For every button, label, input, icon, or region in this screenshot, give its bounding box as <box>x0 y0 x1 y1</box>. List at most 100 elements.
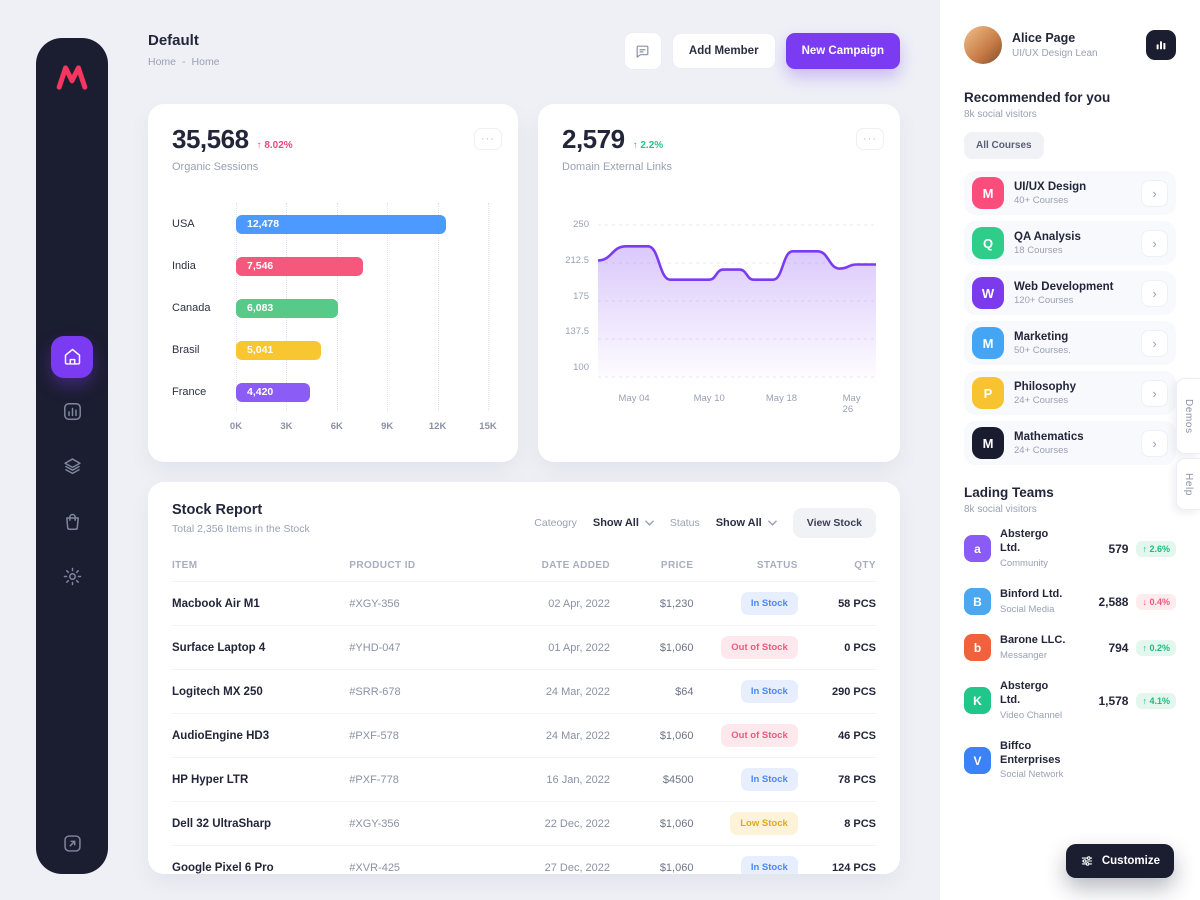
table-row[interactable]: AudioEngine HD3 #PXF-578 24 Mar, 2022 $1,06… <box>172 713 876 757</box>
card-menu-button[interactable]: ··· <box>474 128 502 150</box>
table-row[interactable]: HP Hyper LTR #PXF-778 16 Jan, 2022 $4500 In … <box>172 757 876 801</box>
x-tick-label: May 10 <box>693 393 725 404</box>
bar-value-label: 6,083 <box>247 302 274 314</box>
breadcrumb-home[interactable]: Home <box>148 56 177 68</box>
kpi-value: 35,568 <box>172 124 249 154</box>
tab-help[interactable]: Help <box>1176 458 1200 510</box>
chevron-right-icon[interactable]: › <box>1141 379 1168 407</box>
cell-price: $4500 <box>662 773 694 786</box>
team-item[interactable]: b Barone LLC. Messanger 794 ↑ 0.2% <box>964 625 1176 671</box>
avatar[interactable] <box>964 26 1002 64</box>
line-chart: 250 212.5 175 137.5 100 <box>562 215 876 385</box>
course-title: Mathematics <box>1014 430 1084 443</box>
status-badge: In Stock <box>740 856 798 874</box>
cell-item: Dell 32 UltraSharp <box>172 817 272 830</box>
course-item[interactable]: M UI/UX Design 40+ Courses › <box>964 171 1176 215</box>
course-item[interactable]: M Marketing 50+ Courses. › <box>964 321 1176 365</box>
change-badge: ↑ 0.2% <box>1136 639 1176 656</box>
sidebar-item-share[interactable] <box>62 833 83 854</box>
bar-row: USA 12,478 <box>172 203 494 245</box>
profile-role: UI/UX Design Lean <box>1012 48 1098 59</box>
domain-links-card: ··· 2,579 2.2% Domain External Links 250… <box>538 104 900 462</box>
sidebar-item-orders[interactable] <box>51 501 93 543</box>
new-campaign-button[interactable]: New Campaign <box>785 33 900 69</box>
team-name: Biffco Enterprises <box>1000 739 1061 766</box>
add-member-button[interactable]: Add Member <box>671 33 776 69</box>
team-item[interactable]: a Abstergo Ltd. Community 579 ↑ 2.6% <box>964 519 1176 579</box>
team-subtitle: Video Channel <box>1000 709 1063 721</box>
logo-m-icon[interactable] <box>50 56 94 100</box>
team-item[interactable]: K Abstergo Ltd. Video Channel 1,578 ↑ 4.1% <box>964 671 1176 731</box>
recommended-title: Recommended for you <box>964 90 1111 105</box>
status-dropdown[interactable]: Show All <box>716 517 777 529</box>
course-item[interactable]: M Mathematics 24+ Courses › <box>964 421 1176 465</box>
course-item[interactable]: Q QA Analysis 18 Courses › <box>964 221 1176 265</box>
cell-qty: 8 PCS <box>844 817 876 830</box>
cell-date-added: 24 Mar, 2022 <box>545 729 611 742</box>
team-logo: K <box>964 687 991 715</box>
cell-qty: 290 PCS <box>831 685 876 698</box>
chevron-right-icon[interactable]: › <box>1141 329 1168 357</box>
bar-category-label: France <box>172 386 207 398</box>
view-stock-button[interactable]: View Stock <box>792 508 876 538</box>
table-row[interactable]: Surface Laptop 4 #YHD-047 01 Apr, 2022 $1,0… <box>172 625 876 669</box>
status-badge: In Stock <box>740 680 798 703</box>
table-row[interactable]: Macbook Air M1 #XGY-356 02 Apr, 2022 $1,230… <box>172 581 876 625</box>
chat-icon <box>634 43 651 60</box>
organic-sessions-card: ··· 35,568 8.02% Organic Sessions USA 12,… <box>148 104 518 462</box>
sidebar-item-analytics[interactable] <box>51 391 93 433</box>
table-row[interactable]: Google Pixel 6 Pro #XVR-425 27 Dec, 2022 $1… <box>172 845 876 874</box>
team-item[interactable]: V Biffco Enterprises Social Network <box>964 731 1176 791</box>
chevron-right-icon[interactable]: › <box>1141 429 1168 457</box>
cell-date-added: 22 Dec, 2022 <box>544 817 611 830</box>
bar-india[interactable]: 7,546 <box>236 256 363 276</box>
change-badge: ↑ 4.1% <box>1136 692 1176 709</box>
tab-demos[interactable]: Demos <box>1176 378 1200 454</box>
sidebar-item-home[interactable] <box>51 335 93 378</box>
course-item[interactable]: P Philosophy 24+ Courses › <box>964 371 1176 415</box>
team-item[interactable]: B Binford Ltd. Social Media 2,588 ↓ 0.4% <box>964 579 1176 625</box>
kpi-label: Organic Sessions <box>172 161 259 173</box>
category-dropdown[interactable]: Show All <box>593 517 654 529</box>
course-title: Marketing <box>1014 330 1069 343</box>
chat-button[interactable] <box>623 32 662 70</box>
bar-category-label: Canada <box>172 302 211 314</box>
trend-up-icon: 2.2% <box>633 140 663 151</box>
table-row[interactable]: Dell 32 UltraSharp #XGY-356 22 Dec, 2022 $1… <box>172 801 876 845</box>
bar-france[interactable]: 4,420 <box>236 382 311 402</box>
chevron-right-icon[interactable]: › <box>1141 179 1168 207</box>
bar-usa[interactable]: 12,478 <box>236 214 446 234</box>
chevron-right-icon[interactable]: › <box>1141 279 1168 307</box>
all-courses-chip[interactable]: All Courses <box>964 132 1044 159</box>
table-header: ITEM PRODUCT ID DATE ADDED PRICE STATUS … <box>172 554 876 581</box>
sidebar-item-layers[interactable] <box>51 446 93 488</box>
cell-price: $1,060 <box>659 641 694 654</box>
chevron-right-icon[interactable]: › <box>1141 229 1168 257</box>
cell-qty: 124 PCS <box>831 861 876 874</box>
team-value: 579 <box>1108 541 1129 556</box>
course-icon: Q <box>972 227 1004 259</box>
team-logo: B <box>964 588 991 616</box>
cell-date-added: 01 Apr, 2022 <box>548 641 611 654</box>
cell-item: Logitech MX 250 <box>172 685 263 698</box>
course-item[interactable]: W Web Development 120+ Courses › <box>964 271 1176 315</box>
course-subtitle: 24+ Courses <box>1014 394 1069 406</box>
course-icon: M <box>972 327 1004 359</box>
y-tick-label: 175 <box>573 290 589 302</box>
team-value: 794 <box>1108 640 1129 655</box>
bar-canada[interactable]: 6,083 <box>236 298 339 318</box>
col-product-id: PRODUCT ID <box>349 560 416 571</box>
card-menu-button[interactable]: ··· <box>856 128 884 150</box>
bar-brasil[interactable]: 5,041 <box>236 340 321 360</box>
table-row[interactable]: Logitech MX 250 #SRR-678 24 Mar, 2022 $64 In… <box>172 669 876 713</box>
cell-item: AudioEngine HD3 <box>172 729 270 742</box>
sidebar-item-settings[interactable] <box>51 556 93 598</box>
line-path <box>598 246 876 279</box>
team-name: Binford Ltd. <box>1000 587 1063 600</box>
status-badge: Out of Stock <box>721 636 798 659</box>
customize-button[interactable]: Customize <box>1065 844 1174 878</box>
stats-button[interactable] <box>1146 30 1176 60</box>
col-price: PRICE <box>660 560 694 571</box>
bar-chart: USA 12,478 India 7,546 Canada 6,083 Brasil 5,04… <box>172 203 497 437</box>
gridline <box>387 203 389 411</box>
